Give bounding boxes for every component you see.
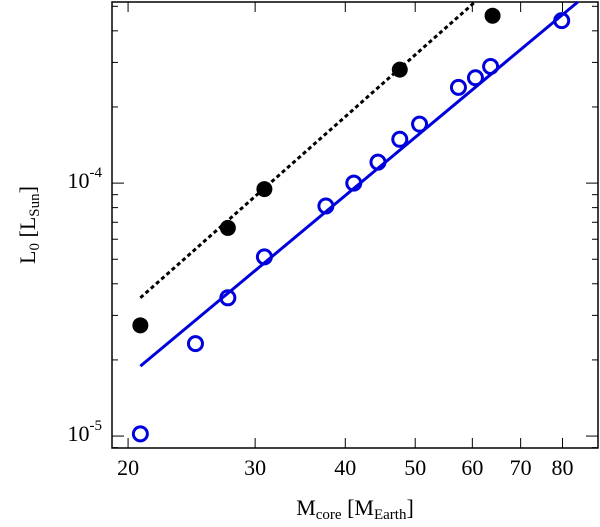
- axis-label: L0 [LSun]: [15, 186, 43, 264]
- data-point: [219, 219, 236, 236]
- data-point: [369, 153, 387, 171]
- y-tick-exponent: -4: [90, 166, 103, 182]
- fit-line: [139, 0, 476, 299]
- data-point: [391, 130, 409, 148]
- axis-label-sub: core: [316, 507, 342, 523]
- y-tick-base: 10: [68, 168, 90, 193]
- axis-label-sub: Sun: [27, 193, 43, 217]
- axis-label-text: ]: [406, 495, 413, 520]
- axis-label-text: [M: [342, 495, 374, 520]
- x-tick-label: 20: [117, 455, 139, 480]
- plot-frame: [111, 1, 599, 449]
- data-point: [345, 174, 363, 192]
- data-point: [132, 317, 149, 334]
- data-point: [317, 197, 335, 215]
- data-point: [391, 61, 408, 78]
- y-tick-label: 10-5: [68, 418, 103, 446]
- fit-line: [139, 0, 579, 368]
- y-tick-base: 10: [68, 421, 90, 446]
- x-tick-label: 30: [244, 455, 266, 480]
- data-point: [131, 425, 149, 443]
- y-tick-label: 10-4: [68, 166, 103, 194]
- data-point: [482, 58, 500, 76]
- axis-label-text: [L: [15, 217, 40, 243]
- x-tick-label: 40: [334, 455, 356, 480]
- data-point: [411, 115, 429, 133]
- data-point: [255, 248, 273, 266]
- x-tick-label: 80: [551, 455, 573, 480]
- data-point: [186, 335, 204, 353]
- axis-label-sub: Earth: [374, 507, 407, 523]
- x-tick-label: 60: [461, 455, 483, 480]
- axis-label-text: ]: [15, 186, 40, 193]
- axis-label-text: M: [296, 495, 316, 520]
- data-point: [256, 181, 273, 198]
- data-point: [219, 289, 237, 307]
- axis-label-text: L: [15, 250, 40, 263]
- data-point: [484, 7, 501, 24]
- y-tick-exponent: -5: [90, 418, 103, 434]
- data-point: [553, 12, 571, 30]
- x-tick-label: 50: [404, 455, 426, 480]
- axis-label-sub: 0: [27, 243, 43, 251]
- data-point: [449, 78, 467, 96]
- axis-label: Mcore [MEarth]: [296, 495, 414, 523]
- x-tick-label: 70: [510, 455, 532, 480]
- data-point: [466, 69, 484, 87]
